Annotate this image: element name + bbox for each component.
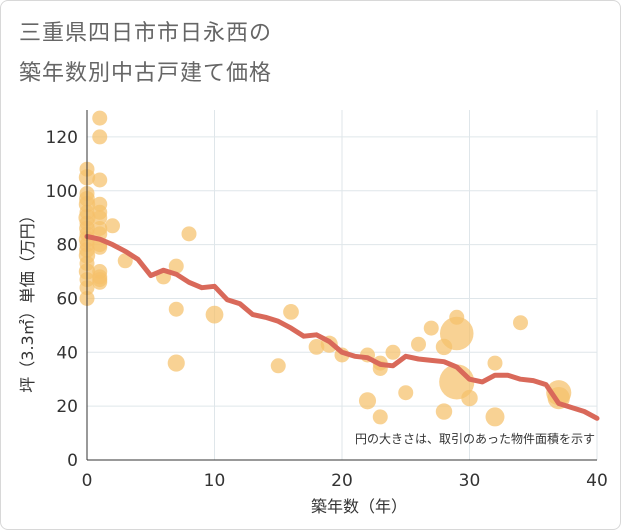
data-bubble: [105, 218, 120, 234]
y-tick-label: 0: [67, 451, 78, 471]
x-tick-label: 20: [331, 471, 353, 491]
y-tick-label: 120: [46, 128, 78, 148]
data-bubble: [485, 407, 505, 427]
data-bubble: [411, 336, 426, 352]
chart-title-line1: 三重県四日市市日永西の: [19, 21, 273, 46]
data-bubble: [461, 389, 478, 407]
data-bubble: [167, 354, 185, 372]
data-bubble: [92, 129, 108, 145]
data-bubble: [92, 110, 108, 126]
data-bubble: [372, 409, 388, 425]
axes: 0 20 40 60 80 100 120 0 10 20 30 40: [46, 110, 608, 491]
trend-line: [84, 234, 600, 421]
data-bubble: [92, 239, 108, 255]
data-bubble: [385, 344, 401, 360]
data-bubble: [423, 320, 439, 336]
data-bubble: [398, 385, 414, 401]
data-bubble: [117, 253, 133, 269]
data-bubble: [168, 258, 184, 274]
data-bubble: [92, 210, 108, 226]
data-bubble: [308, 339, 325, 355]
data-bubble: [181, 226, 197, 242]
bubbles: [78, 110, 572, 427]
y-tick-label: 40: [56, 343, 78, 363]
y-tick-label: 80: [56, 236, 78, 256]
chart-title-line2: 築年数別中古戸建て価格: [19, 61, 273, 86]
data-bubble: [92, 172, 108, 188]
x-tick-label: 0: [82, 471, 93, 491]
x-axis-label: 築年数（年）: [311, 497, 407, 516]
data-bubble: [168, 301, 184, 317]
y-tick-label: 100: [46, 182, 78, 202]
data-bubble: [435, 403, 453, 420]
data-bubble: [513, 315, 528, 331]
grid-lines: [87, 110, 598, 460]
size-note: 円の大きさは、取引のあった物件面積を示す: [355, 431, 595, 446]
data-bubble: [92, 274, 108, 290]
data-bubble: [270, 358, 286, 374]
y-tick-label: 20: [56, 397, 78, 417]
data-bubble: [439, 316, 474, 351]
data-bubble: [205, 305, 224, 324]
y-axis-label: 坪（3.3㎡）単価（万円）: [18, 207, 37, 392]
x-tick-label: 40: [586, 471, 608, 491]
data-bubble: [487, 355, 503, 371]
data-bubble: [358, 392, 377, 410]
data-bubble: [283, 304, 299, 320]
x-tick-label: 30: [459, 471, 481, 491]
x-tick-label: 10: [204, 471, 226, 491]
y-tick-label: 60: [56, 289, 78, 309]
